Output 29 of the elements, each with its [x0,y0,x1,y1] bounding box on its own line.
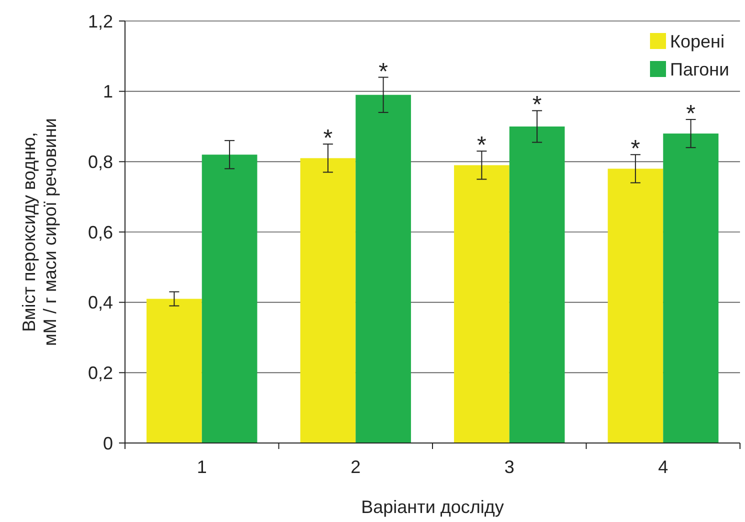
y-tick-label: 0,2 [88,362,113,383]
y-tick-label: 1 [102,82,113,102]
y-tick-label: 0 [102,433,113,454]
annotation: * [686,100,696,128]
legend-label: Корені [670,31,724,52]
bar [608,168,664,443]
x-tick-label: 4 [658,457,668,477]
bar [663,134,718,443]
bar [509,126,565,443]
y-tick-label: 0,6 [88,222,113,242]
bar [300,158,356,443]
y-tick-label: 0,4 [88,292,113,313]
legend-label: Пагони [670,59,730,80]
annotation: * [630,136,640,163]
bar [146,298,202,443]
annotation: * [323,125,333,152]
annotation: * [477,132,486,160]
x-tick-label: 3 [504,457,514,477]
x-tick-label: 2 [350,457,361,477]
bar [202,154,258,443]
annotation: * [378,58,388,86]
x-axis-title: Варіанти досліду [361,497,504,517]
y-axis-title: Вміст пероксиду водню, мМ / г маси сирої речовини [19,118,60,346]
annotation: * [532,92,542,119]
y-tick-label: 1,2 [88,11,113,32]
bar [454,165,510,443]
y-tick-label: 0,8 [88,152,113,172]
x-tick-label: 1 [196,457,207,477]
bar [356,94,411,443]
